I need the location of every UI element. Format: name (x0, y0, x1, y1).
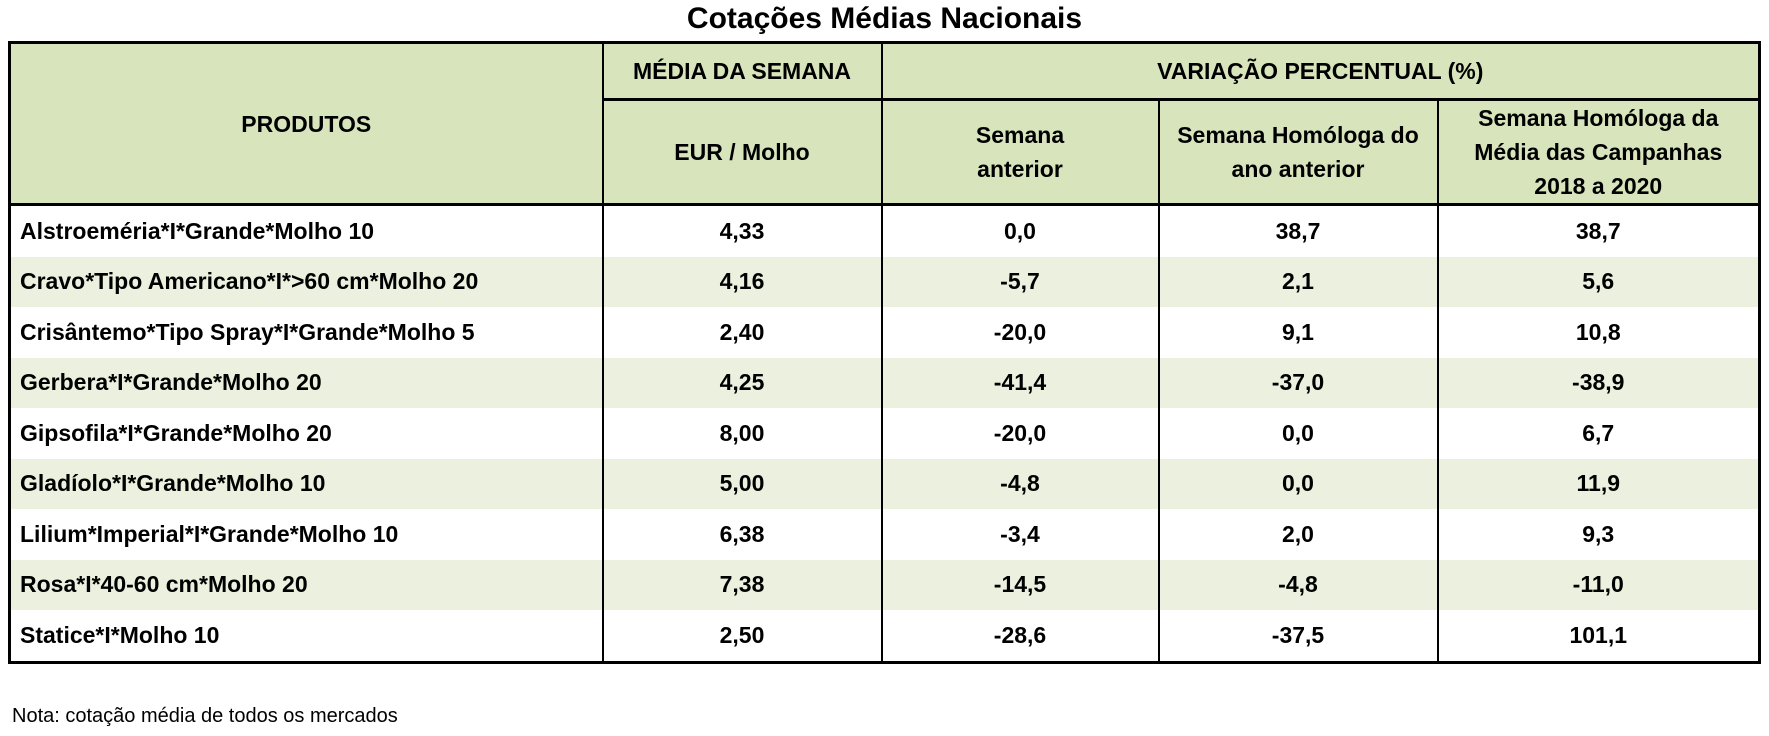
homologa-ano-cell: 0,0 (1157, 458, 1438, 509)
header-unit: EUR / Molho (601, 99, 882, 205)
media-cell: 6,38 (601, 509, 882, 560)
page-title: Cotações Médias Nacionais (686, 2, 1083, 35)
semana-anterior-cell: -5,7 (880, 256, 1159, 307)
media-cell: 2,50 (601, 610, 882, 662)
semana-anterior-cell: -28,6 (880, 610, 1159, 662)
homologa-ano-cell: -4,8 (1157, 559, 1438, 610)
product-cell: Gladíolo*I*Grande*Molho 10 (9, 458, 603, 509)
quotes-table: PRODUTOS MÉDIA DA SEMANA VARIAÇÃO PERCEN… (8, 41, 1761, 664)
media-cell: 8,00 (601, 408, 882, 459)
table-row: Alstroeméria*I*Grande*Molho 10 4,33 0,0 38,… (10, 204, 1760, 257)
homologa-campanhas-cell: 38,7 (1436, 204, 1760, 257)
semana-anterior-cell: -3,4 (880, 509, 1159, 560)
table-row: Crisântemo*Tipo Spray*I*Grande*Molho 5 2,… (10, 307, 1760, 358)
header-semana-anterior: Semana anterior (880, 99, 1159, 205)
homologa-campanhas-cell: 10,8 (1436, 307, 1760, 358)
homologa-ano-cell: -37,0 (1157, 357, 1438, 408)
homologa-campanhas-cell: -11,0 (1436, 559, 1760, 610)
semana-anterior-cell: -20,0 (880, 408, 1159, 459)
semana-anterior-cell: -14,5 (880, 559, 1159, 610)
header-homologa-campanhas: Semana Homóloga da Média das Campanhas 2… (1436, 99, 1760, 205)
table-row: Rosa*I*40-60 cm*Molho 20 7,38 -14,5 -4,8 -11… (9, 559, 1760, 610)
homologa-campanhas-cell: 9,3 (1436, 509, 1760, 560)
homologa-campanhas-cell: -38,9 (1436, 357, 1760, 408)
media-cell: 4,16 (601, 256, 882, 307)
homologa-ano-cell: 2,0 (1157, 509, 1438, 560)
semana-anterior-cell: -20,0 (880, 307, 1159, 358)
table-row: Gerbera*I*Grande*Molho 20 4,25 -41,4 -37,0-… (9, 357, 1760, 408)
product-cell: Alstroeméria*I*Grande*Molho 10 (20, 217, 375, 244)
table-row: Lilium*Imperial*I*Grande*Molho 10 6,38 -3,… (10, 509, 1760, 560)
header-variacao: VARIAÇÃO PERCENTUAL (%) (880, 42, 1760, 101)
media-cell: 5,00 (601, 458, 882, 509)
semana-anterior-cell: -4,8 (880, 458, 1159, 509)
homologa-ano-cell: 38,7 (1157, 204, 1438, 257)
media-cell: 7,38 (601, 559, 882, 610)
header-media-semana: MÉDIA DA SEMANA (601, 42, 882, 101)
product-cell: Cravo*Tipo Americano*I*>60 cm*Molho 20 (9, 256, 603, 307)
table-row: Gipsofila*I*Grande*Molho 20 8,00 -20,0 0,0 6… (10, 408, 1760, 459)
table-row: Statice*I*Molho 10 2,50 -28,6 -37,5 101,1 (10, 610, 1760, 662)
semana-anterior-cell: -41,4 (880, 357, 1159, 408)
table-row: Cravo*Tipo Americano*I*>60 cm*Molho 20 4,… (9, 256, 1760, 307)
homologa-campanhas-cell: 101,1 (1436, 610, 1760, 662)
header-homologa-ano: Semana Homóloga do ano anterior (1157, 99, 1438, 205)
media-cell: 4,25 (601, 357, 882, 408)
product-cell: Lilium*Imperial*I*Grande*Molho 10 (20, 520, 399, 547)
homologa-ano-cell: 0,0 (1157, 408, 1438, 459)
homologa-campanhas-cell: 11,9 (1436, 458, 1760, 509)
homologa-ano-cell: 9,1 (1157, 307, 1438, 358)
homologa-ano-cell: 2,1 (1157, 256, 1438, 307)
product-cell: Crisântemo*Tipo Spray*I*Grande*Molho 5 (20, 318, 475, 345)
product-cell: Gipsofila*I*Grande*Molho 20 (20, 419, 332, 446)
header-produtos: PRODUTOS (9, 42, 603, 205)
table-row: Gladíolo*I*Grande*Molho 10 5,00 -4,8 0,0 11,… (9, 458, 1760, 509)
homologa-campanhas-cell: 5,6 (1436, 256, 1760, 307)
homologa-campanhas-cell: 6,7 (1436, 408, 1760, 459)
product-cell: Gerbera*I*Grande*Molho 20 (9, 357, 603, 408)
semana-anterior-cell: 0,0 (880, 204, 1159, 257)
media-cell: 4,33 (601, 204, 882, 257)
homologa-ano-cell: -37,5 (1157, 610, 1438, 662)
product-cell: Rosa*I*40-60 cm*Molho 20 (9, 559, 603, 610)
footnote: Nota: cotação média de todos os mercados (12, 705, 398, 727)
product-cell: Statice*I*Molho 10 (20, 621, 220, 648)
media-cell: 2,40 (601, 307, 882, 358)
